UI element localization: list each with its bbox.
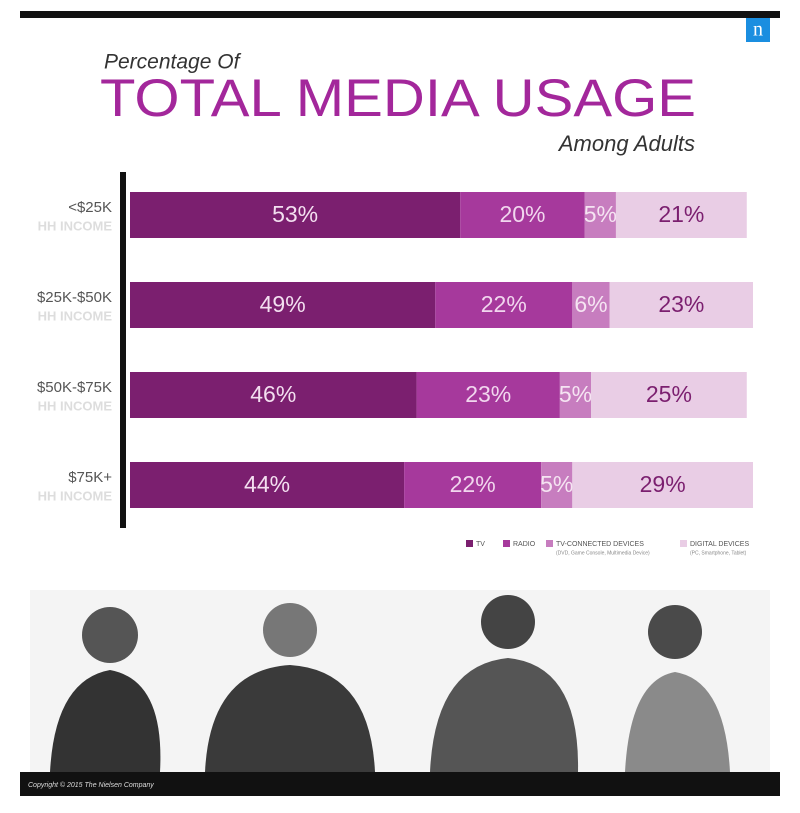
legend-note: (PC, Smartphone, Tablet) [690, 550, 747, 556]
photo-head [263, 603, 317, 657]
photo-body [50, 670, 161, 772]
legend-swatch [680, 540, 687, 547]
bar-segment [615, 192, 747, 238]
bar-segment [130, 192, 461, 238]
category-label: <$25K [68, 199, 112, 216]
chart-title: TOTAL MEDIA USAGE [100, 69, 696, 128]
value-label: 21% [658, 201, 704, 227]
photo-body [625, 672, 730, 772]
value-label: 44% [244, 471, 290, 497]
value-label: 53% [272, 201, 318, 227]
bar-segment [130, 462, 405, 508]
bar-segment [609, 282, 753, 328]
category-note: HH INCOME [38, 218, 113, 233]
bar-segment [404, 462, 542, 508]
category-label: $25K-$50K [37, 289, 112, 306]
value-label: 20% [499, 201, 545, 227]
legend-label: TV-CONNECTED DEVICES [556, 541, 644, 548]
bar-segment [572, 462, 753, 508]
value-label: 6% [574, 291, 607, 317]
value-label: 5% [584, 201, 617, 227]
category-label: $50K-$75K [37, 379, 112, 396]
bar-segment [591, 372, 747, 418]
value-label: 23% [658, 291, 704, 317]
photo-body [205, 665, 375, 772]
photo-head [648, 605, 702, 659]
legend-label: RADIO [513, 541, 536, 548]
category-note: HH INCOME [38, 308, 113, 323]
logo: n [753, 19, 763, 41]
logo-box [746, 18, 770, 42]
photo-body [430, 658, 579, 772]
bar-segment [572, 282, 610, 328]
legend-note: (DVD, Game Console, Multimedia Device) [556, 550, 650, 556]
value-label: 25% [646, 381, 692, 407]
bar-segment [584, 192, 616, 238]
bar-segment [435, 282, 573, 328]
category-label: $75K+ [68, 469, 112, 486]
value-label: 22% [481, 291, 527, 317]
value-label: 29% [640, 471, 686, 497]
bar-segment [559, 372, 592, 418]
legend-swatch [503, 540, 510, 547]
copyright: Copyright © 2015 The Nielsen Company [28, 781, 154, 789]
value-label: 5% [540, 471, 573, 497]
bottom-bar [20, 772, 780, 796]
value-label: 5% [559, 381, 592, 407]
photo-head [481, 595, 535, 649]
value-label: 23% [465, 381, 511, 407]
bar-segment [130, 372, 417, 418]
value-label: 22% [450, 471, 496, 497]
legend-label: DIGITAL DEVICES [690, 541, 749, 548]
category-note: HH INCOME [38, 488, 113, 503]
bar-segment [416, 372, 560, 418]
category-note: HH INCOME [38, 398, 113, 413]
photo-head [82, 607, 138, 663]
photos [30, 590, 770, 772]
axis-line [120, 172, 126, 528]
subtitle: Among Adults [557, 131, 695, 156]
legend-label: TV [476, 541, 485, 548]
legend-swatch [466, 540, 473, 547]
top-bar [20, 11, 780, 18]
value-label: 49% [260, 291, 306, 317]
value-label: 46% [250, 381, 296, 407]
legend-swatch [546, 540, 553, 547]
title-top: Percentage Of [104, 51, 242, 74]
bar-segment [130, 282, 436, 328]
bar-segment [460, 192, 585, 238]
bar-segment [541, 462, 573, 508]
